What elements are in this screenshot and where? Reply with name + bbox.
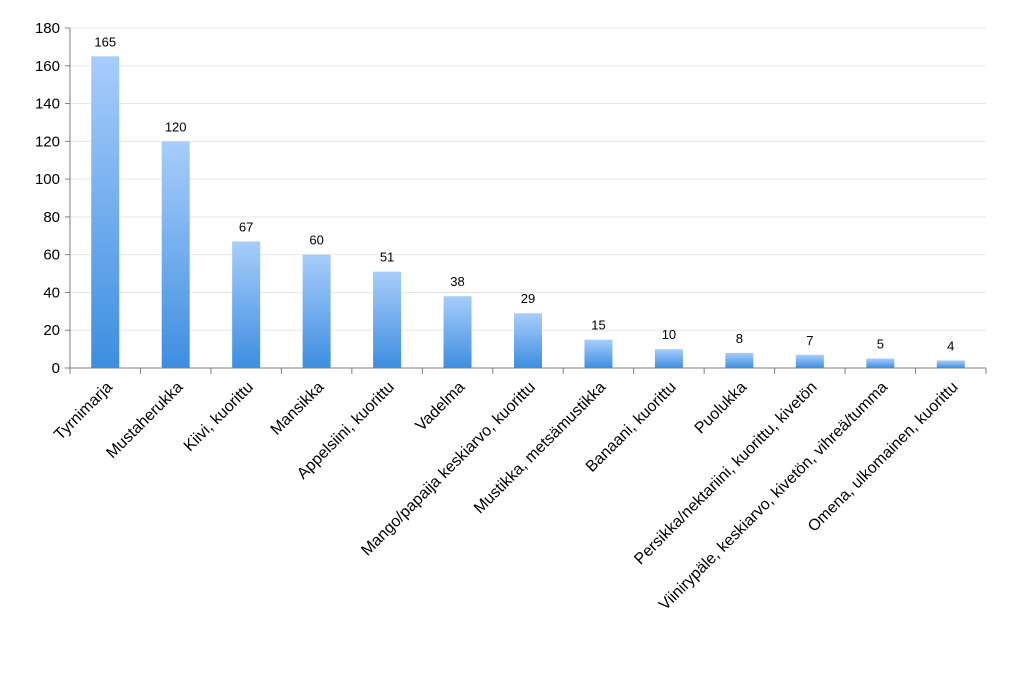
- data-label: 4: [947, 338, 954, 353]
- y-tick-label: 140: [35, 96, 60, 113]
- y-tick-label: 60: [43, 247, 60, 264]
- bar: [302, 254, 331, 368]
- data-label: 67: [239, 219, 253, 234]
- y-tick-label: 80: [43, 209, 60, 226]
- data-label: 51: [380, 250, 394, 265]
- bar: [725, 352, 754, 368]
- y-tick-label: 100: [35, 171, 60, 188]
- category-label: Puolukka: [692, 379, 751, 438]
- data-label: 60: [309, 233, 323, 248]
- data-label: 165: [94, 34, 116, 49]
- data-label: 38: [450, 274, 464, 289]
- category-label: Mansikka: [268, 379, 328, 439]
- y-tick-label: 160: [35, 58, 60, 75]
- gridlines: [70, 27, 986, 331]
- data-label: 7: [806, 333, 813, 348]
- bar: [91, 56, 120, 368]
- category-label: Tyrnimarja: [51, 379, 116, 444]
- x-axis-ticks: [69, 368, 987, 374]
- y-tick-label: 180: [35, 20, 60, 37]
- y-tick-label: 0: [52, 360, 60, 377]
- bar: [795, 354, 824, 368]
- bar: [373, 271, 402, 368]
- y-tick-label: 20: [43, 322, 60, 339]
- data-label: 120: [165, 119, 187, 134]
- bar: [232, 241, 261, 368]
- bars: [91, 56, 965, 368]
- data-label: 15: [591, 318, 605, 333]
- bar: [161, 141, 190, 368]
- bar: [866, 358, 895, 368]
- bar: [443, 296, 472, 368]
- category-label: Kiivi, kuorittu: [181, 379, 257, 455]
- category-label: Mustaherukka: [103, 379, 186, 462]
- y-tick-label: 40: [43, 284, 60, 301]
- data-label: 10: [662, 327, 676, 342]
- y-tick-label: 120: [35, 133, 60, 150]
- data-label: 8: [736, 331, 743, 346]
- axes: [69, 28, 986, 369]
- data-labels: 165 120 67 60 51 38 29 15 10 8 7 5 4: [94, 34, 954, 353]
- data-label: 5: [877, 337, 884, 352]
- data-label: 29: [521, 291, 535, 306]
- category-label: Omena, ulkomainen, kuorittu: [805, 379, 962, 536]
- category-label: Mustikka, metsämustikka: [471, 379, 609, 517]
- y-axis-ticks: 0 20 40 60 80 100 120 140 160 180: [35, 20, 70, 377]
- bar: [936, 360, 965, 368]
- bar: [654, 349, 683, 368]
- bar: [514, 313, 542, 368]
- bar: [584, 339, 613, 368]
- category-label: Vadelma: [413, 379, 469, 435]
